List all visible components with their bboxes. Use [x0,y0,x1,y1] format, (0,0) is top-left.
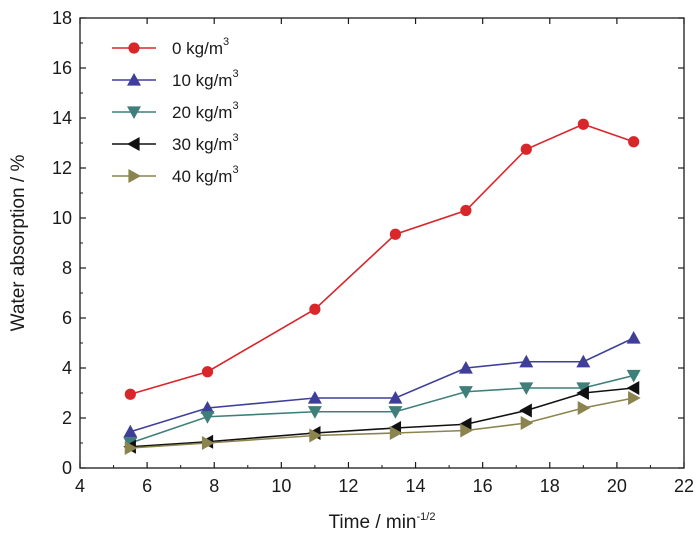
x-tick-label: 4 [75,476,85,496]
x-axis-title: Time / min-1/2 [329,511,436,533]
data-point-marker [309,303,321,315]
data-point-marker [626,369,641,383]
x-tick-label: 10 [271,476,291,496]
data-point-marker [576,354,591,368]
series-1 [123,331,641,438]
data-point-marker [519,382,534,395]
y-tick-label: 8 [62,258,72,278]
data-point-marker [388,391,403,404]
legend-label: 0 kg/m3 [172,36,229,58]
series-2 [123,369,641,450]
series-0 [124,118,640,400]
legend-item: 10 kg/m3 [112,68,239,90]
data-point-marker [201,366,214,378]
y-tick-label: 18 [52,8,72,28]
data-point-marker [200,411,215,424]
series-line [130,397,634,449]
legend-item: 30 kg/m3 [112,132,239,154]
y-tick-label: 2 [62,408,72,428]
data-point-marker [576,386,589,400]
x-tick-label: 8 [209,476,219,496]
y-tick-label: 10 [52,208,72,228]
legend-label: 20 kg/m3 [172,100,239,122]
data-point-marker [458,361,473,374]
data-point-marker [307,391,322,404]
y-axis-title: Water absorption / % [8,155,29,332]
legend-swatch-marker [128,42,140,54]
data-point-marker [389,426,403,440]
data-point-marker [123,424,138,438]
data-point-marker [520,416,534,430]
y-tick-label: 16 [52,58,72,78]
legend-swatch-marker [127,73,141,86]
x-axis-title-superscript: -1/2 [417,511,436,523]
data-point-marker [200,401,215,414]
data-point-marker [626,331,641,344]
legend-swatch-marker [128,169,141,183]
data-point-marker [460,423,473,438]
legend-label-text: 40 kg/m [172,167,232,186]
data-point-marker [577,401,591,415]
legend-label-superscript: 3 [232,164,238,176]
legend-label-text: 30 kg/m [172,135,232,154]
series-line [130,337,635,433]
x-axis-title-text: Time / min [329,512,417,533]
data-point-marker [388,406,403,419]
axis-ticks: 4 6 8 10 12 14 16 18 20 22 0 2 4 6 8 10 12 14 16 18 [52,8,694,496]
data-point-marker [458,386,473,399]
x-tick-label: 12 [338,476,358,496]
x-tick-label: 20 [607,476,627,496]
legend-label-text: 10 kg/m [172,71,232,90]
data-point-marker [201,436,215,450]
y-tick-label: 6 [62,308,72,328]
plot-frame [79,17,685,469]
data-point-marker [307,406,322,419]
legend-label-superscript: 3 [232,132,238,144]
legend-item: 20 kg/m3 [112,100,239,122]
plot-area [79,17,685,469]
data-point-marker [626,381,640,395]
data-point-marker [628,136,640,148]
data-point-marker [460,204,472,217]
x-tick-label: 18 [540,476,560,496]
series-layer [123,118,641,455]
legend-label-text: 0 kg/m [172,39,223,58]
y-tick-label: 12 [52,158,72,178]
data-point-marker [576,382,591,395]
legend-swatch-marker [127,106,141,119]
series-line [130,123,634,396]
x-tick-label: 22 [674,476,694,496]
data-point-marker [124,441,138,455]
legend-swatch-marker [127,137,140,151]
x-tick-label: 6 [142,476,152,496]
legend-label: 40 kg/m3 [172,164,239,186]
data-point-marker [124,388,136,400]
data-point-marker [628,391,641,405]
y-tick-label: 14 [52,108,72,128]
data-point-marker [577,118,589,130]
x-tick-label: 16 [473,476,493,496]
y-tick-label: 4 [62,358,72,378]
data-point-marker [458,417,472,432]
series-4 [124,391,641,455]
legend-label-superscript: 3 [232,100,238,112]
legend-label-superscript: 3 [232,68,238,80]
legend-item: 0 kg/m3 [112,36,229,58]
data-point-marker [519,354,534,368]
legend-label: 10 kg/m3 [172,68,239,90]
y-tick-label: 0 [62,458,72,478]
data-point-marker [309,428,322,443]
data-point-marker [520,143,532,155]
series-line [130,387,634,448]
data-point-marker [389,228,402,240]
x-tick-label: 14 [406,476,426,496]
legend-item: 40 kg/m3 [112,164,239,186]
legend-label-superscript: 3 [223,36,229,48]
legend-label: 30 kg/m3 [172,132,239,154]
data-point-marker [519,403,532,418]
series-line [130,374,634,444]
legend-label-text: 20 kg/m [172,103,232,122]
